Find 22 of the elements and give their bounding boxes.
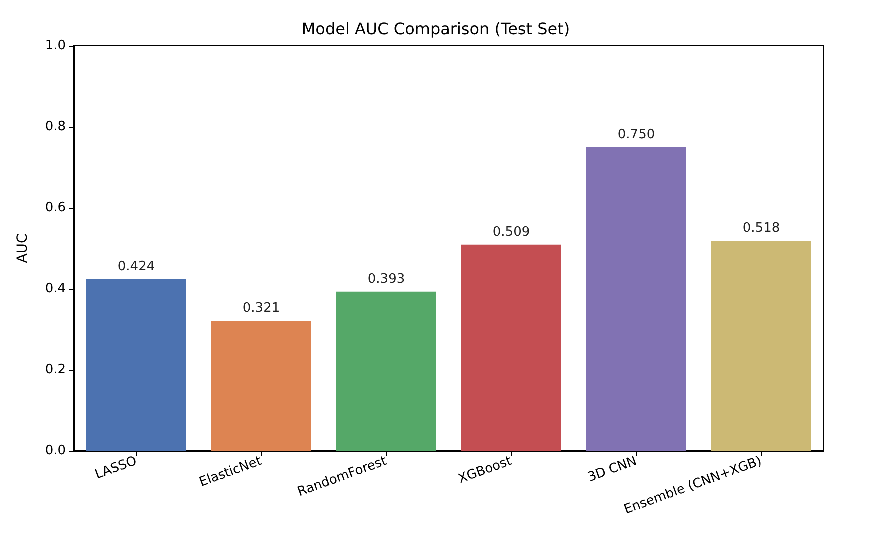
data-label: 0.509 — [492, 224, 530, 240]
data-label: 0.518 — [742, 221, 780, 236]
y-tick-label: 0.2 — [45, 362, 66, 378]
y-tick-label: 0.0 — [45, 444, 66, 458]
data-label: 0.750 — [618, 127, 656, 142]
data-label: 0.393 — [368, 272, 406, 287]
bar — [86, 279, 186, 451]
x-tick-label: LASSO — [93, 454, 140, 483]
y-tick-label: 0.6 — [45, 200, 66, 216]
y-tick-label: 0.8 — [45, 120, 66, 134]
bar — [336, 292, 436, 451]
y-axis-title: AUC — [15, 233, 31, 264]
y-tick-label: 0.4 — [45, 282, 66, 296]
data-label: 0.321 — [242, 300, 280, 316]
data-label: 0.424 — [118, 259, 156, 274]
bar — [712, 241, 812, 451]
x-tick-label: 3D CNN — [586, 454, 640, 486]
y-tick-label: 1.0 — [45, 38, 66, 54]
bar — [462, 244, 562, 451]
bar — [212, 320, 312, 451]
chart-title: Model AUC Comparison (Test Set) — [302, 20, 570, 38]
bar — [586, 147, 686, 451]
